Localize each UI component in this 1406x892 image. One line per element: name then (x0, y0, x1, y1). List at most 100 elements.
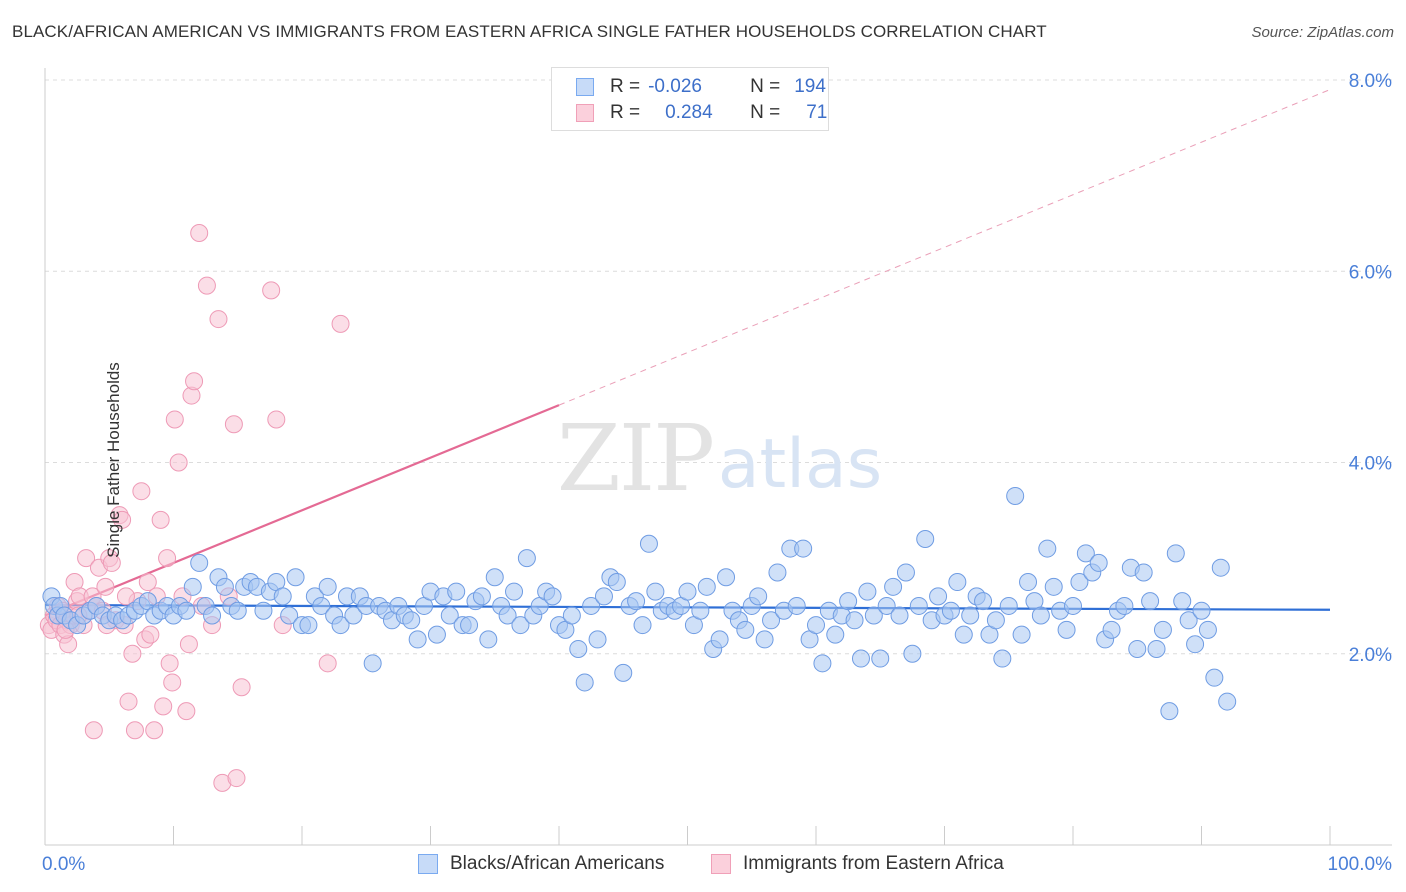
data-point (177, 601, 196, 620)
y-tick-label: 8.0% (1349, 71, 1392, 92)
trend-line-pink-extension (558, 89, 1331, 406)
data-point (183, 577, 202, 596)
legend-swatch-blue (576, 78, 594, 96)
data-point (903, 644, 922, 663)
data-point (607, 573, 626, 592)
data-point (228, 601, 247, 620)
data-point (762, 611, 781, 630)
data-point (331, 314, 350, 333)
axes (44, 68, 1392, 846)
legend-n-value: 194 (794, 76, 826, 97)
data-point (845, 611, 864, 630)
data-point (1192, 601, 1211, 620)
data-point (154, 697, 173, 716)
data-point (286, 568, 305, 587)
legend-n-value: 71 (806, 102, 828, 123)
y-tick-label: 6.0% (1349, 262, 1392, 283)
legend-r-label: R = (610, 76, 641, 97)
data-point (594, 587, 613, 606)
data-point (267, 410, 286, 429)
data-point (569, 639, 588, 658)
data-point (447, 582, 466, 601)
data-point (1160, 702, 1179, 721)
data-point (1134, 563, 1153, 582)
data-point (871, 649, 890, 668)
data-point (1006, 486, 1025, 505)
data-point (1044, 577, 1063, 596)
data-point (614, 663, 633, 682)
grid-lines (45, 79, 1392, 655)
data-point (151, 510, 170, 529)
data-point (1218, 692, 1237, 711)
legend-swatch-pink (576, 104, 594, 122)
data-point (941, 601, 960, 620)
data-point (749, 587, 768, 606)
data-point (582, 596, 601, 615)
data-point (227, 769, 246, 788)
data-point (974, 592, 993, 611)
data-point (1089, 553, 1108, 572)
data-point (116, 587, 135, 606)
bottom-legend-label: Blacks/African Americans (450, 853, 665, 874)
data-point (132, 482, 151, 501)
data-point (717, 568, 736, 587)
data-point (331, 616, 350, 635)
data-point (165, 410, 184, 429)
data-point (916, 530, 935, 548)
data-point (999, 596, 1018, 615)
data-point (96, 577, 115, 596)
data-point (807, 616, 825, 635)
data-point (633, 616, 652, 635)
data-point (1012, 625, 1031, 644)
data-point (768, 563, 787, 582)
data-point (163, 673, 182, 692)
data-point (402, 611, 421, 630)
data-point (588, 630, 607, 649)
data-point (197, 276, 216, 295)
data-point (562, 606, 581, 625)
data-point (986, 611, 1005, 630)
data-point (826, 625, 845, 644)
data-point (697, 577, 716, 596)
data-point (1186, 635, 1205, 654)
data-point (864, 606, 883, 625)
data-point (1173, 592, 1192, 611)
data-point (158, 549, 177, 568)
data-point (1064, 596, 1082, 615)
data-point (1102, 620, 1121, 639)
watermark-zip: ZIP (557, 405, 713, 512)
legend-row-immigrants: R = 0.284 N = 71 (576, 102, 827, 124)
data-point (123, 644, 142, 663)
data-point (1031, 606, 1050, 625)
data-point (363, 654, 382, 673)
data-point (460, 616, 479, 635)
data-point (1153, 620, 1172, 639)
x-tick-labels: 0.0% 100.0% (42, 854, 1392, 875)
data-point (485, 568, 504, 587)
data-point (948, 573, 967, 592)
data-point (318, 654, 337, 673)
trend-lines (44, 89, 1331, 617)
data-point (1019, 573, 1038, 592)
y-tick-label: 4.0% (1349, 454, 1392, 475)
data-point (884, 577, 903, 596)
data-point (993, 649, 1012, 668)
x-tick-label: 0.0% (42, 854, 85, 875)
data-point (1115, 596, 1134, 615)
data-point (858, 582, 877, 601)
data-point (787, 596, 806, 615)
data-point (929, 587, 948, 606)
y-tick-labels: 2.0% 4.0% 6.0% 8.0% (1349, 71, 1392, 666)
chart-title: BLACK/AFRICAN AMERICAN VS IMMIGRANTS FRO… (12, 22, 1047, 41)
data-point (262, 281, 281, 300)
data-point (691, 601, 710, 620)
legend-row-blacks: R = -0.026 N = 194 (576, 76, 826, 98)
data-point (575, 673, 594, 692)
data-point (954, 625, 973, 644)
data-point (1076, 544, 1095, 563)
series-blacks-african-americans (42, 486, 1237, 721)
series-immigrants-eastern-africa (39, 224, 350, 792)
data-point (1128, 639, 1147, 658)
data-point (113, 510, 132, 529)
